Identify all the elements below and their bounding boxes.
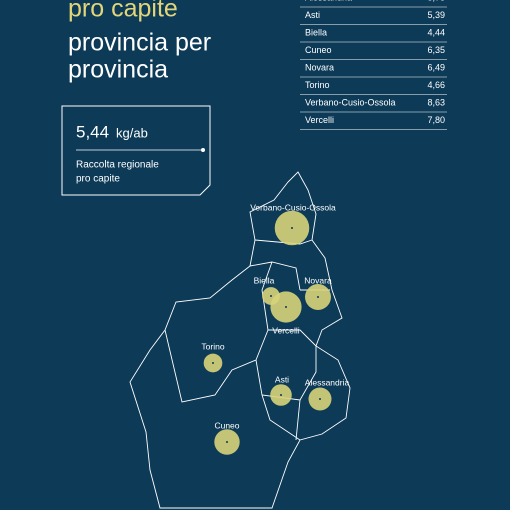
title-line: provincia per [68,29,211,57]
map-label: Cuneo [214,420,239,430]
summary-value: 5,44 [76,122,109,141]
row-name: Torino [305,80,330,90]
row-name: Verbano-Cusio-Ossola [305,97,396,107]
row-value: 7,80 [427,115,445,125]
bubbles: Alessandria Asti Biella Cuneo Novara Torino Ve… [201,202,350,455]
table: Alessandria 5,75 Asti 5,39 Biella 4,44 Cuneo 6,… [300,0,447,130]
row-value: 6,49 [427,62,445,72]
bubble-center [319,398,321,400]
bubble-center [226,441,228,443]
title-line: pro capite [68,0,178,23]
row-value: 8,63 [427,97,445,107]
row-value: 4,66 [427,80,445,90]
map-label: Verbano-Cusio-Ossola [250,202,336,212]
bubble-center [280,394,282,396]
map-label: Vercelli [272,325,300,335]
row-value: 6,35 [427,45,445,55]
map-label: Torino [201,341,224,351]
map-label: Novara [304,275,332,285]
bubble-center [270,295,272,297]
row-name: Alessandria [305,0,352,2]
summary-caption: Raccolta regionale [76,160,159,171]
summary-unit: kg/ab [116,125,148,140]
row-name: Cuneo [305,45,332,55]
row-value: 5,39 [427,10,445,20]
bubble-center [285,306,287,308]
summary-caption: pro capite [76,174,120,185]
bubble-center [212,362,214,364]
map-label: Alessandria [305,377,350,387]
row-value: 4,44 [427,27,445,37]
summary-dot [201,148,205,152]
map-label: Asti [275,374,289,384]
row-name: Biella [305,27,327,37]
map-label: Biella [254,275,275,285]
title-line: provincia [68,56,168,84]
bubble-center [317,296,319,298]
bubble-center [291,227,293,229]
row-name: Novara [305,62,334,72]
row-name: Asti [305,10,320,20]
row-value: 5,75 [427,0,445,2]
row-name: Vercelli [305,115,334,125]
summary-box [61,105,211,196]
